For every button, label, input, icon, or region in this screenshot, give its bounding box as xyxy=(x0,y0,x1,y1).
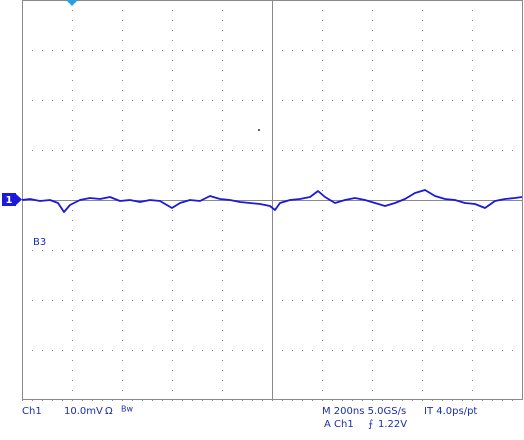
channel-marker-box xyxy=(2,193,16,206)
channel-marker-arrow xyxy=(16,194,22,205)
bandwidth-label: Bw xyxy=(121,405,133,414)
coupling-label: Ω xyxy=(105,406,113,417)
channel-marker: 1 xyxy=(2,193,22,206)
trigger-level-label: 1.22V xyxy=(378,419,407,430)
dot xyxy=(258,129,260,131)
interp-label: IT 4.0ps/pt xyxy=(424,406,477,417)
channel-marker-label: 1 xyxy=(6,195,13,206)
trigger-position-marker xyxy=(66,0,78,6)
scale-label: 10.0mV xyxy=(64,406,103,417)
trigger-source-label: A Ch1 xyxy=(324,419,354,430)
timebase-label: M 200ns 5.0GS/s xyxy=(322,406,406,417)
trace xyxy=(21,189,523,213)
trigger-slope-label: ⨍ xyxy=(368,419,373,430)
ref-label: B3 xyxy=(33,237,46,248)
channel-label: Ch1 xyxy=(22,406,42,417)
